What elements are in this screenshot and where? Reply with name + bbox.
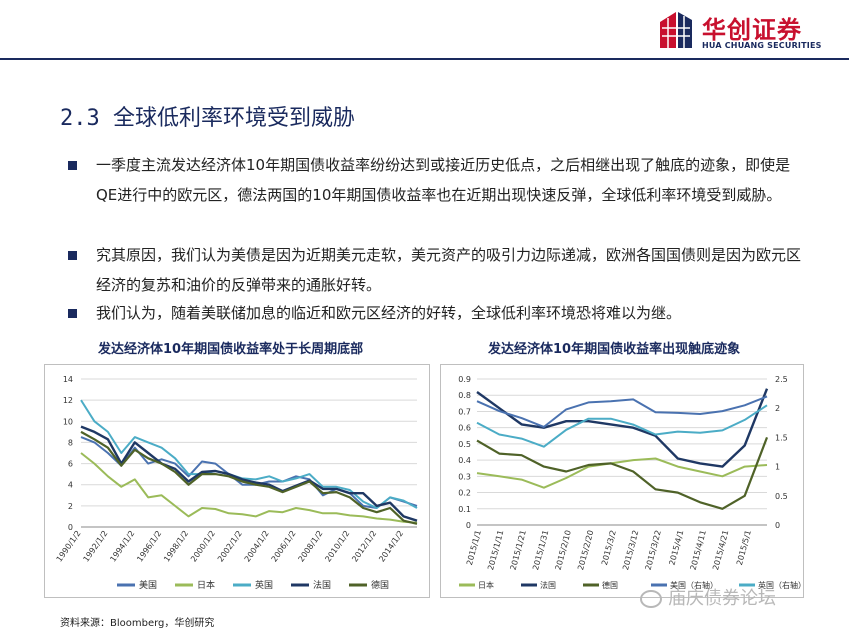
y-tick-label: 8 xyxy=(68,438,73,447)
x-tick-label: 1990/1/2 xyxy=(55,529,83,564)
y-tick-label: 12 xyxy=(63,396,73,405)
x-tick-label: 2004/1/2 xyxy=(243,529,271,564)
x-tick-label: 2015/3/2 xyxy=(600,529,618,566)
x-tick-label: 2015/1/31 xyxy=(531,529,550,571)
y-left-tick-label: 0.6 xyxy=(458,424,471,433)
wechat-icon xyxy=(640,590,662,608)
logo-mark-icon xyxy=(660,12,692,48)
x-tick-label: 1998/1/2 xyxy=(162,529,190,564)
y-right-tick-label: 0.5 xyxy=(775,492,788,501)
legend-label: 英国 xyxy=(255,579,273,591)
legend-label: 美国 xyxy=(139,579,157,591)
x-tick-label: 2015/3/22 xyxy=(644,529,663,571)
legend-label: 法国 xyxy=(313,579,331,591)
bullet-text: 我们认为，随着美联储加息的临近和欧元区经济的好转，全球低利率环境恐将难以为继。 xyxy=(96,304,682,322)
x-tick-label: 2015/4/21 xyxy=(711,529,730,571)
bullet-item: 一季度主流发达经济体10年期国债收益率纷纷达到或接近历史低点，之后相继出现了触底… xyxy=(68,150,808,240)
y-tick-label: 4 xyxy=(68,481,73,490)
legend-label: 德国 xyxy=(602,580,618,590)
y-left-tick-label: 0.9 xyxy=(458,375,471,384)
series-line xyxy=(476,437,769,510)
chart-title-right: 发达经济体10年期国债收益率出现触底迹象 xyxy=(488,342,741,357)
series-line xyxy=(476,457,768,489)
y-right-tick-label: 2.5 xyxy=(775,375,788,384)
series-line xyxy=(80,452,418,524)
series-line xyxy=(80,399,418,509)
x-tick-label: 2015/4/1 xyxy=(667,529,685,566)
series-line xyxy=(80,430,418,525)
x-tick-label: 1992/1/2 xyxy=(82,529,110,564)
y-tick-label: 14 xyxy=(63,375,73,384)
x-tick-label: 2015/5/1 xyxy=(735,529,753,566)
x-tick-label: 2008/1/2 xyxy=(297,529,325,564)
series-line xyxy=(476,395,768,428)
y-tick-label: 10 xyxy=(63,417,73,426)
x-tick-label: 2000/1/2 xyxy=(189,529,217,564)
x-tick-label: 2015/4/11 xyxy=(689,529,708,571)
y-tick-label: 0 xyxy=(68,523,73,532)
y-right-tick-label: 1.5 xyxy=(775,433,788,442)
x-tick-label: 1996/1/2 xyxy=(135,529,163,564)
bullet-square-icon xyxy=(68,251,77,260)
y-left-tick-label: 0.3 xyxy=(458,472,471,481)
series-line xyxy=(476,404,768,448)
header-rule xyxy=(0,58,849,60)
x-tick-label: 2015/2/10 xyxy=(554,529,573,571)
x-tick-label: 2015/3/12 xyxy=(621,529,640,571)
bottoming-chart: 0 0.1 0.2 0.3 0.4 0.5 0.6 0.7 0.8 0.9 0 0.5 1 1.5 2 2.5… xyxy=(440,364,805,598)
y-left-tick-label: 0.4 xyxy=(458,456,471,465)
bullet-text: 究其原因，我们认为美债是因为近期美元走软，美元资产的吸引力边际递减，欧洲各国国债… xyxy=(96,246,802,294)
x-tick-label: 2015/1/11 xyxy=(486,529,505,571)
legend-label: 日本 xyxy=(478,580,494,590)
y-tick-label: 2 xyxy=(68,502,73,511)
y-left-tick-label: 0.1 xyxy=(458,505,471,514)
x-tick-label: 2014/1/2 xyxy=(377,529,405,564)
source-note: 资料来源：Bloomberg，华创研究 xyxy=(60,618,215,629)
series-line xyxy=(476,388,769,468)
y-left-tick-label: 0.5 xyxy=(458,440,471,449)
legend-label: 英国（右轴） xyxy=(758,580,805,590)
x-tick-label: 2002/1/2 xyxy=(216,529,244,564)
chart-title-left: 发达经济体10年期国债收益率处于长周期底部 xyxy=(98,342,364,357)
legend-label: 德国 xyxy=(371,579,389,591)
bullet-item: 究其原因，我们认为美债是因为近期美元走软，美元资产的吸引力边际递减，欧洲各国国债… xyxy=(68,240,808,300)
long-cycle-chart-svg: 0 2 4 6 8 10 12 14 1990/1/21992/1/21994/1/21996/… xyxy=(55,375,418,591)
legend-label: 美国（右轴） xyxy=(670,580,718,590)
long-cycle-chart: 0 2 4 6 8 10 12 14 1990/1/2 1992/1/2 1994/1/2 1996/… xyxy=(44,364,430,598)
logo-en-text: HUA CHUANG SECURITIES xyxy=(702,41,822,50)
brand-logo: 华创证券 HUA CHUANG SECURITIES xyxy=(656,8,836,56)
bullet-item: 我们认为，随着美联储加息的临近和欧元区经济的好转，全球低利率环境恐将难以为继。 xyxy=(68,298,808,328)
bullet-square-icon xyxy=(68,309,77,318)
y-left-tick-label: 0 xyxy=(466,521,471,530)
series-line xyxy=(80,425,418,522)
x-tick-label: 2010/1/2 xyxy=(323,529,351,564)
bottoming-chart-svg: 0 0.1 0.2 0.3 0.4 0.5 0.6 0.7 0.8 0.9 0 0.5 1 1.5 2 2.5… xyxy=(458,375,805,590)
y-tick-label: 6 xyxy=(68,460,73,469)
watermark: 庙庆债券论坛 xyxy=(640,584,776,610)
x-tick-label: 2012/1/2 xyxy=(350,529,378,564)
y-left-tick-label: 0.2 xyxy=(458,489,471,498)
y-left-tick-label: 0.7 xyxy=(458,407,471,416)
x-tick-label: 2015/1/21 xyxy=(509,529,528,571)
x-tick-label: 2015/1/1 xyxy=(465,529,483,566)
legend-label: 法国 xyxy=(540,580,556,590)
y-right-tick-label: 1 xyxy=(775,463,780,472)
section-title: 2.3 全球低利率环境受到威胁 xyxy=(60,106,355,131)
y-left-tick-label: 0.8 xyxy=(458,391,471,400)
logo-cn-text: 华创证券 xyxy=(702,16,802,44)
x-tick-label: 1994/1/2 xyxy=(108,529,136,564)
x-tick-label: 2006/1/2 xyxy=(270,529,298,564)
bullet-text: 一季度主流发达经济体10年期国债收益率纷纷达到或接近历史低点，之后相继出现了触底… xyxy=(96,156,791,204)
bullet-square-icon xyxy=(68,161,77,170)
legend-label: 日本 xyxy=(197,579,215,591)
y-right-tick-label: 2 xyxy=(775,404,780,413)
watermark-text: 庙庆债券论坛 xyxy=(668,588,776,609)
y-right-tick-label: 0 xyxy=(775,521,780,530)
x-tick-label: 2015/2/20 xyxy=(576,529,595,571)
